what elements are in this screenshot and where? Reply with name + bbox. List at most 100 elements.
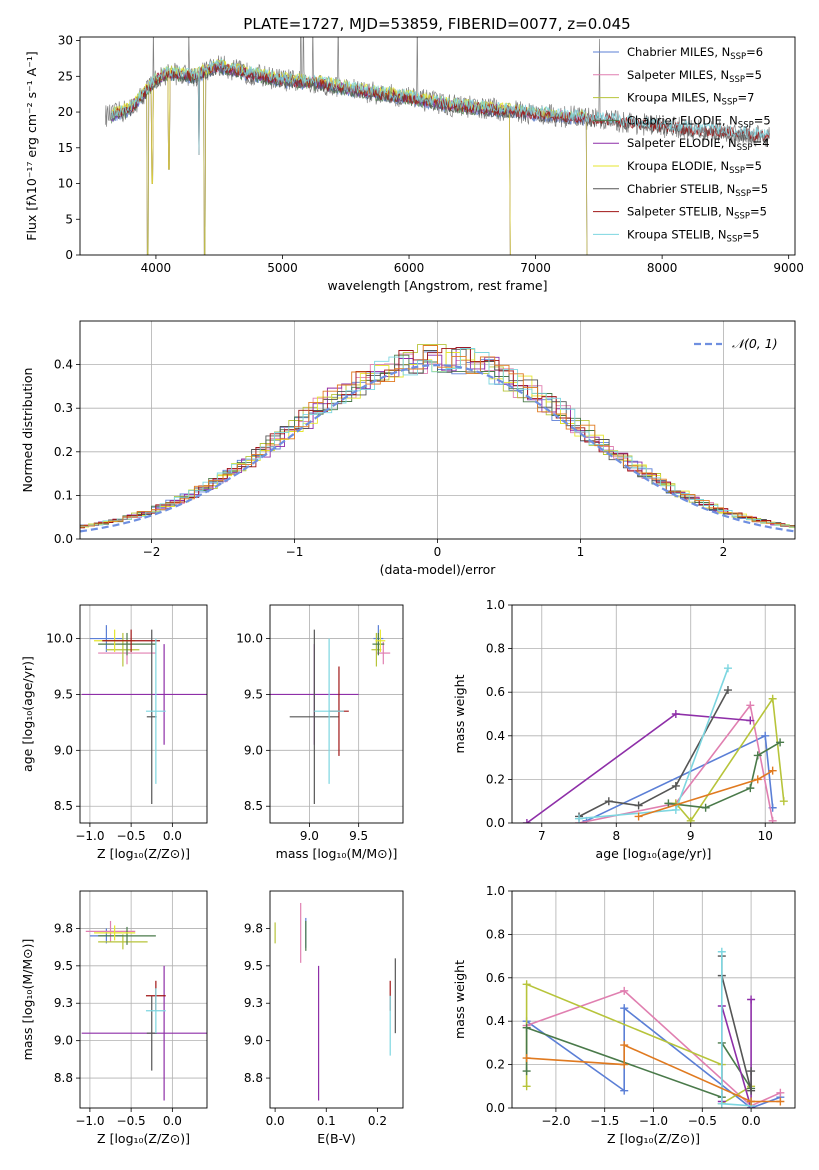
plot-mass-vs-EBV	[274, 902, 396, 1101]
series-marker	[634, 801, 643, 810]
legend-entry-sub: SSP	[737, 143, 753, 153]
series-marker	[522, 1082, 531, 1091]
y-tick-label: 0.8	[486, 927, 505, 941]
series-marker	[620, 1086, 629, 1095]
legend-entry-base: Salpeter ELODIE, N	[627, 136, 737, 150]
y-tick-label: 0.4	[486, 1014, 505, 1028]
y-tick-label: 9.0	[54, 743, 73, 757]
x-tick-label: 8	[612, 829, 620, 843]
y-tick-label: 9.0	[244, 1034, 263, 1048]
legend-entry: Salpeter STELIB, NSSP=5	[627, 205, 767, 222]
x-axis-label: mass [log₁₀(M/M⊙)]	[276, 846, 398, 861]
x-tick-label: 0.2	[368, 1114, 387, 1128]
y-tick-label: 9.5	[54, 687, 73, 701]
y-tick-label: 10.0	[236, 632, 263, 646]
y-tick-label: 1.0	[486, 884, 505, 898]
histogram-legend: 𝒩(0, 1)	[694, 336, 778, 351]
legend-entry-base: Kroupa MILES, N	[627, 91, 722, 105]
figure-title: PLATE=1727, MJD=53859, FIBERID=0077, z=0…	[243, 15, 630, 33]
x-tick-label: 0.0	[742, 1114, 761, 1128]
y-tick-label: 9.3	[54, 996, 73, 1010]
plot-frame	[79, 604, 208, 824]
series-line	[675, 696, 785, 823]
series-marker	[761, 731, 770, 740]
x-axis-label: wavelength [Angstrom, rest frame]	[327, 278, 547, 293]
x-tick-label: −2.0	[541, 1114, 570, 1128]
x-tick-label: −1.0	[75, 1114, 104, 1128]
x-tick-label: −0.5	[688, 1114, 717, 1128]
legend-entry-tail: =5	[750, 205, 767, 219]
series-marker	[768, 766, 777, 775]
series-marker	[522, 819, 531, 823]
x-tick-label: 7000	[520, 261, 551, 275]
series-marker	[634, 812, 643, 821]
y-tick-label: 9.5	[54, 959, 73, 973]
legend-entry-tail: =5	[742, 227, 759, 241]
y-tick-label: 20	[58, 105, 73, 119]
y-tick-label: 9.0	[244, 743, 263, 757]
x-tick-label: 10	[758, 829, 773, 843]
y-tick-label: 9.5	[244, 959, 263, 973]
y-tick-label: 0.8	[486, 642, 505, 656]
x-tick-label: 6000	[394, 261, 425, 275]
spectrum-model-line	[111, 58, 770, 155]
series-marker	[522, 980, 531, 989]
x-tick-label: 2	[720, 545, 728, 559]
x-tick-label: 9.0	[300, 829, 319, 843]
x-tick-label: −1.0	[639, 1114, 668, 1128]
legend-entry-tail: =4	[753, 136, 770, 150]
axes-mass-vs-EBV: 0.0 0.1 0.2 8.8 9.0 9.3 9.5 9.8 E(B-V)	[244, 921, 387, 1146]
y-tick-label: 8.8	[54, 1071, 73, 1085]
legend-entry: Chabrier MILES, NSSP=6	[627, 45, 763, 62]
legend-entry-tail: =5	[754, 113, 771, 127]
y-tick-label: 10	[58, 177, 73, 191]
y-tick-label: 25	[58, 69, 73, 83]
series-marker	[620, 1004, 629, 1013]
plot-spectrum	[104, 37, 771, 255]
y-tick-label: 9.8	[244, 921, 263, 935]
plot-frame	[511, 890, 796, 1109]
legend-entry-base: Chabrier MILES, N	[627, 45, 730, 59]
y-tick-label: 0	[65, 248, 73, 262]
legend-entry-sub: SSP	[729, 166, 745, 176]
legend-entry-base: Kroupa STELIB, N	[627, 227, 727, 241]
y-axis-label: mass weight	[452, 674, 467, 753]
legend-entry-sub: SSP	[730, 52, 746, 62]
legend-entry: Kroupa MILES, NSSP=7	[627, 91, 754, 108]
legend-entry-base: Chabrier STELIB, N	[627, 182, 735, 196]
legend-entry-base: Salpeter STELIB, N	[627, 205, 734, 219]
plot-frame	[79, 320, 796, 540]
y-tick-label: 8.5	[244, 799, 263, 813]
y-tick-label: 0.4	[486, 729, 505, 743]
series-marker	[746, 701, 755, 710]
legend-entry-base: Salpeter MILES, N	[627, 68, 729, 82]
plot-frame	[79, 36, 796, 256]
plot-residual-histogram	[80, 344, 795, 533]
normal-reference-curve	[80, 363, 795, 533]
legend-entry-tail: =6	[746, 45, 763, 59]
x-tick-label: 4000	[141, 261, 172, 275]
series-marker	[664, 799, 673, 808]
y-tick-label: 0.6	[486, 685, 505, 699]
series-marker	[522, 1023, 531, 1032]
series-marker	[747, 1086, 756, 1095]
legend-entry: Salpeter MILES, NSSP=5	[627, 68, 762, 85]
legend-entry: Kroupa STELIB, NSSP=5	[627, 227, 759, 244]
y-tick-label: 0.2	[54, 445, 73, 459]
series-line	[526, 989, 781, 1107]
x-tick-label: −1.0	[75, 829, 104, 843]
series-marker	[522, 1054, 531, 1063]
series-marker	[747, 995, 756, 1004]
x-tick-label: 0.1	[317, 1114, 336, 1128]
series-marker	[604, 797, 613, 806]
y-axis-label: Flux [fλ10⁻¹⁷ erg cm⁻² s⁻¹ A⁻¹]	[24, 51, 39, 240]
series-marker	[776, 738, 785, 747]
x-tick-label: 7	[538, 829, 546, 843]
plot-massweight-vs-age	[522, 664, 788, 823]
series-marker	[701, 803, 710, 812]
series-marker	[776, 1097, 785, 1106]
y-axis-label: Normed distribution	[20, 368, 35, 493]
legend-entry: Salpeter ELODIE, NSSP=4	[627, 136, 770, 153]
legend-entry-tail: =7	[737, 91, 754, 105]
